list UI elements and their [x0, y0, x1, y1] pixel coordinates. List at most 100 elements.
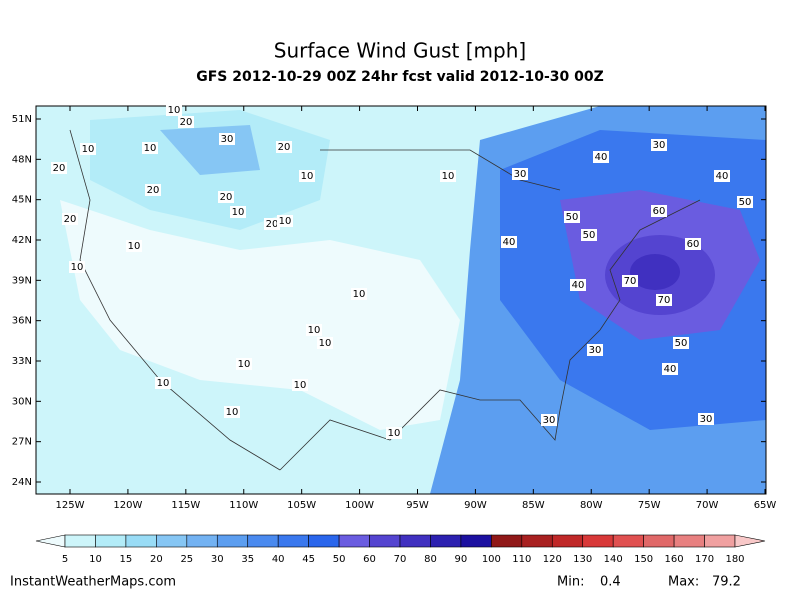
- lon-tick-label: 120W: [113, 500, 142, 511]
- colorbar-box: [582, 534, 614, 548]
- colorbar-box: [338, 534, 370, 548]
- contour-label: 70: [658, 295, 671, 306]
- lat-tick-label: 24N: [12, 477, 32, 488]
- colorbar-label: 60: [363, 554, 376, 565]
- colorbar-label: 70: [394, 554, 407, 565]
- contour-label: 10: [144, 143, 157, 154]
- contour-label-bg: [737, 196, 753, 208]
- contour-label: 50: [675, 338, 688, 349]
- contour-label: 60: [687, 239, 700, 250]
- lat-tick-label: 30N: [12, 396, 32, 407]
- contour-label: 40: [572, 280, 585, 291]
- contour-label: 10: [294, 380, 307, 391]
- colorbar-box: [156, 534, 188, 548]
- contour-label: 10: [279, 216, 292, 227]
- contour-label-bg: [512, 168, 528, 180]
- map-frame: [35, 105, 767, 495]
- max-value: 79.2: [712, 575, 741, 590]
- contour-label-bg: [142, 142, 158, 154]
- colorbar-label: 130: [573, 554, 592, 565]
- contour-label: 10: [168, 105, 181, 116]
- contour-label-bg: [224, 406, 240, 418]
- colorbar-box: [612, 534, 644, 548]
- colorbar-end: [35, 534, 66, 548]
- contour-label-bg: [80, 143, 96, 155]
- contour-label: 30: [653, 140, 666, 151]
- colorbar-label: 25: [180, 554, 193, 565]
- contour-label-bg: [236, 358, 252, 370]
- contour-label: 50: [739, 197, 752, 208]
- contour-label-bg: [656, 294, 672, 306]
- lon-tick-label: 90W: [464, 500, 487, 511]
- contour-label-bg: [145, 184, 161, 196]
- lon-tick-label: 80W: [580, 500, 603, 511]
- colorbar-label: 80: [424, 554, 437, 565]
- contour-label: 20: [278, 142, 291, 153]
- colorbar-label: 5: [62, 554, 68, 565]
- lat-tick-label: 42N: [12, 235, 32, 246]
- colorbar-box: [369, 534, 401, 548]
- lon-tick-label: 115W: [171, 500, 200, 511]
- contour-label: 60: [653, 206, 666, 217]
- contour-label: 30: [589, 345, 602, 356]
- contour-label-bg: [698, 413, 714, 425]
- contour-label: 40: [716, 171, 729, 182]
- colorbar-box: [308, 534, 340, 548]
- colorbar-label: 10: [89, 554, 102, 565]
- contour-label-bg: [714, 170, 730, 182]
- contour-label: 20: [64, 214, 77, 225]
- contour-label-bg: [218, 191, 234, 203]
- contour-label: 10: [308, 325, 321, 336]
- contour-label: 10: [238, 359, 251, 370]
- map-field: [36, 106, 766, 494]
- colorbar-box: [673, 534, 705, 548]
- contour-label: 30: [514, 169, 527, 180]
- contour-label-bg: [673, 337, 689, 349]
- contour-label-bg: [166, 104, 182, 116]
- colorbar-label: 180: [725, 554, 744, 565]
- contour-label: 20: [147, 185, 160, 196]
- colorbar-box: [551, 534, 584, 548]
- contour-label-bg: [564, 211, 580, 223]
- lon-tick-label: 95W: [406, 500, 429, 511]
- contour-label: 50: [566, 212, 579, 223]
- colorbar-label: 15: [120, 554, 133, 565]
- contour-label-bg: [317, 337, 333, 349]
- lon-tick-label: 110W: [229, 500, 258, 511]
- contour-label-bg: [662, 363, 678, 375]
- contour-label: 30: [221, 134, 234, 145]
- contour-label-bg: [178, 116, 194, 128]
- contour-label-bg: [51, 162, 67, 174]
- colorbar-label: 35: [241, 554, 254, 565]
- contour-label: 40: [595, 152, 608, 163]
- contour-label-bg: [126, 240, 142, 252]
- lat-tick-label: 51N: [12, 114, 32, 125]
- colorbar-label: 90: [455, 554, 468, 565]
- contour-label-bg: [440, 170, 456, 182]
- colorbar-box: [399, 534, 431, 548]
- contour-label: 20: [180, 117, 193, 128]
- contour-label-bg: [587, 344, 603, 356]
- contour-label: 10: [301, 171, 314, 182]
- min-label: Min:: [557, 575, 584, 590]
- colorbar-box: [491, 534, 523, 548]
- contour-label: 10: [82, 144, 95, 155]
- contour-label-bg: [651, 205, 667, 217]
- contour-label: 30: [700, 414, 713, 425]
- lon-tick-label: 85W: [522, 500, 545, 511]
- colorbar-box: [216, 534, 249, 548]
- colorbar-label: 45: [302, 554, 315, 565]
- contour-label-bg: [292, 379, 308, 391]
- lon-tick-label: 125W: [56, 500, 85, 511]
- colorbar-box: [64, 534, 96, 548]
- contour-label-bg: [386, 427, 402, 439]
- contour-label-bg: [264, 218, 280, 230]
- lat-tick-label: 27N: [12, 437, 32, 448]
- max-label: Max:: [668, 575, 699, 590]
- contour-label-bg: [306, 324, 322, 336]
- contour-label: 30: [543, 415, 556, 426]
- lon-tick-label: 100W: [345, 500, 374, 511]
- map-title: Surface Wind Gust [mph]: [274, 39, 526, 63]
- contour-label: 10: [71, 262, 84, 273]
